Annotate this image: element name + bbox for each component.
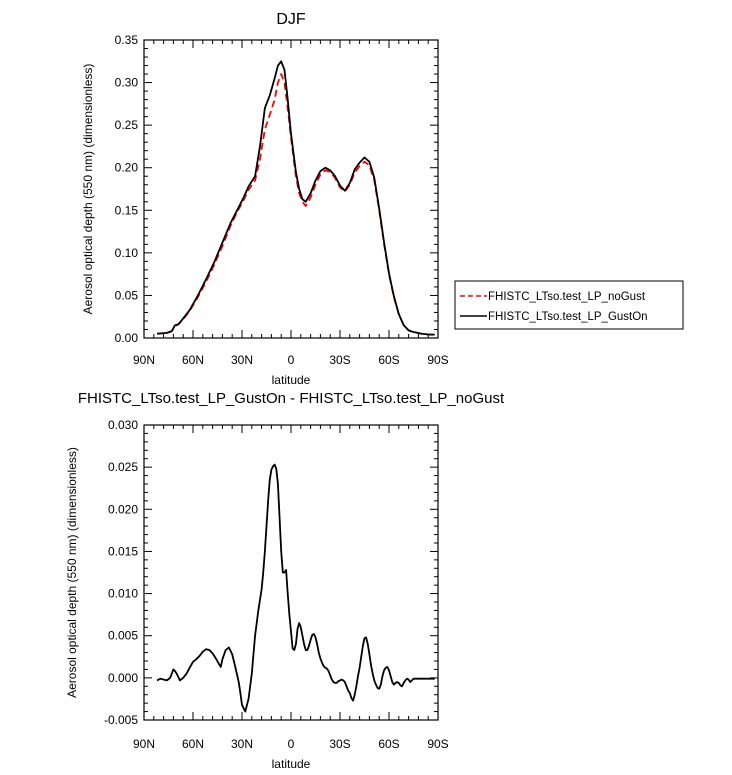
y-tick-label: 0.05 [115, 288, 139, 302]
x-tick-label: 30N [231, 353, 253, 367]
y-axis-label: Aerosol optical depth (550 nm) (dimensio… [81, 64, 95, 315]
y-tick-label: -0.005 [104, 713, 138, 727]
x-tick-label: 90S [427, 737, 448, 751]
y-tick-label: 0.015 [108, 544, 138, 558]
y-tick-label: 0.25 [115, 118, 139, 132]
y-tick-label: 0.30 [115, 76, 139, 90]
y-axis-label: Aerosol optical depth (550 nm) (dimensio… [65, 447, 79, 698]
y-tick-label: 0.35 [115, 33, 139, 47]
x-tick-label: 60S [378, 353, 399, 367]
x-tick-label: 90N [133, 353, 155, 367]
y-tick-label: 0.010 [108, 587, 138, 601]
y-tick-label: 0.025 [108, 460, 138, 474]
x-axis-label: latitude [272, 757, 311, 771]
y-tick-label: 0.000 [108, 671, 138, 685]
x-tick-label: 0 [288, 353, 295, 367]
y-tick-label: 0.15 [115, 203, 139, 217]
y-tick-label: 0.030 [108, 418, 138, 432]
y-tick-label: 0.10 [115, 246, 139, 260]
chart-panel-2: FHISTC_LTso.test_LP_GustOn - FHISTC_LTso… [65, 390, 505, 771]
x-tick-label: 90N [133, 737, 155, 751]
legend-label-1: FHISTC_LTso.test_LP_noGust [488, 291, 646, 303]
legend-label-2: FHISTC_LTso.test_LP_GustOn [488, 311, 648, 323]
legend-box [454, 280, 684, 330]
y-tick-label: 0.020 [108, 502, 138, 516]
x-axis-label: latitude [272, 373, 311, 387]
x-tick-label: 0 [288, 737, 295, 751]
series-line-2 [156, 60, 435, 336]
legend: FHISTC_LTso.test_LP_noGust FHISTC_LTso.te… [454, 280, 684, 330]
y-tick-label: 0.00 [115, 331, 139, 345]
chart-title: DJF [276, 11, 306, 28]
plot-frame [143, 424, 439, 721]
series-line-1 [156, 463, 435, 713]
x-tick-label: 60S [378, 737, 399, 751]
x-tick-label: 60N [182, 353, 204, 367]
x-tick-label: 90S [427, 353, 448, 367]
x-tick-label: 30S [329, 737, 350, 751]
y-tick-label: 0.005 [108, 629, 138, 643]
x-tick-label: 60N [182, 737, 204, 751]
x-tick-label: 30N [231, 737, 253, 751]
chart-panel-1: DJF 90N 60N 30N 0 30S 60S 90S 0.00 0.05 0.10 0.15 0.… [81, 11, 684, 387]
x-tick-label: 30S [329, 353, 350, 367]
chart-title: FHISTC_LTso.test_LP_GustOn - FHISTC_LTso… [78, 390, 505, 407]
y-tick-label: 0.20 [115, 161, 139, 175]
